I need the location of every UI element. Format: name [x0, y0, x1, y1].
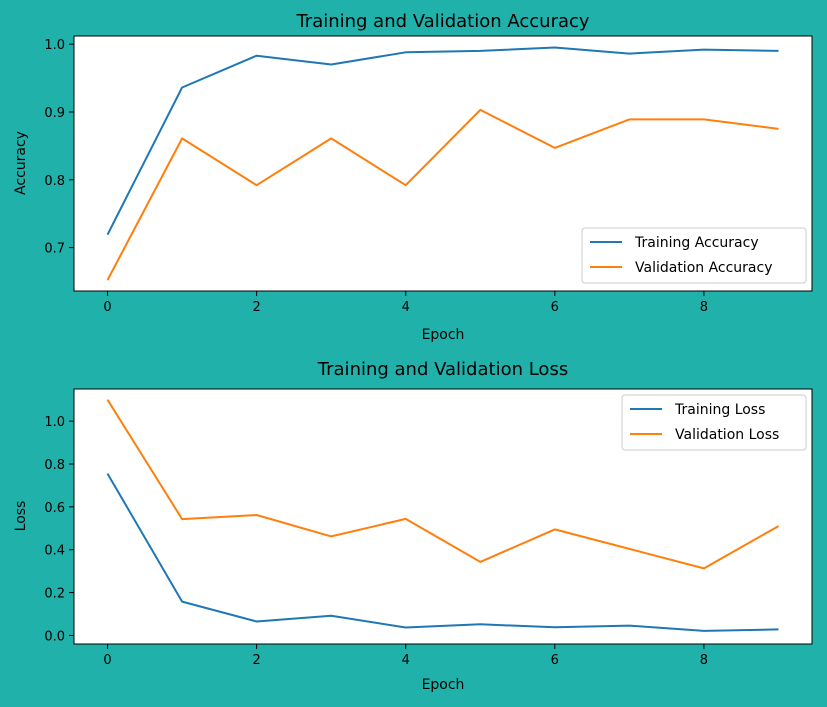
accuracy-x-tick-label: 0 — [103, 300, 111, 315]
accuracy-chart-title: Training and Validation Accuracy — [295, 11, 589, 32]
loss-x-tick-label: 4 — [402, 653, 410, 668]
loss-legend: Training Loss Validation Loss — [621, 394, 807, 451]
loss-x-tick-label: 6 — [551, 653, 559, 668]
accuracy-x-ticks: 0 2 4 6 8 — [103, 291, 708, 315]
loss-legend-box — [621, 394, 807, 451]
accuracy-panel: Training and Validation Accuracy Epoch A… — [13, 11, 813, 343]
loss-y-tick-label: 1.0 — [44, 415, 65, 430]
loss-y-axis-label: Loss — [13, 501, 29, 532]
accuracy-y-ticks: 0.7 0.8 0.9 1.0 — [44, 38, 74, 257]
loss-y-tick-label: 0.2 — [44, 587, 65, 602]
accuracy-x-tick-label: 6 — [551, 300, 559, 315]
accuracy-x-tick-label: 4 — [402, 300, 410, 315]
accuracy-x-tick-label: 2 — [252, 300, 260, 315]
training-loss-line — [106, 473, 779, 632]
loss-x-tick-label: 8 — [700, 653, 708, 668]
accuracy-y-axis-label: Accuracy — [13, 131, 29, 195]
training-accuracy-line — [106, 46, 779, 236]
loss-x-tick-label: 2 — [252, 653, 260, 668]
loss-y-tick-label: 0.0 — [44, 629, 65, 644]
loss-legend-label-training: Training Loss — [674, 402, 765, 418]
loss-series-lines — [106, 399, 779, 632]
accuracy-y-tick-label: 0.8 — [44, 174, 65, 189]
loss-chart-title: Training and Validation Loss — [317, 359, 568, 380]
loss-y-tick-label: 0.6 — [44, 501, 65, 516]
validation-loss-line — [106, 399, 779, 570]
accuracy-series-lines — [106, 46, 779, 281]
loss-y-tick-label: 0.4 — [44, 544, 65, 559]
accuracy-legend-box — [581, 227, 807, 284]
loss-legend-label-validation: Validation Loss — [675, 427, 779, 443]
accuracy-x-tick-label: 8 — [700, 300, 708, 315]
accuracy-y-tick-label: 1.0 — [44, 38, 65, 53]
accuracy-y-tick-label: 0.9 — [44, 106, 65, 121]
accuracy-legend: Training Accuracy Validation Accuracy — [581, 227, 807, 284]
loss-panel: Training and Validation Loss Epoch Loss … — [13, 359, 813, 693]
loss-x-axis-label: Epoch — [422, 677, 465, 693]
accuracy-legend-label-training: Training Accuracy — [634, 235, 759, 251]
accuracy-y-tick-label: 0.7 — [44, 242, 65, 257]
accuracy-legend-label-validation: Validation Accuracy — [635, 260, 773, 276]
validation-accuracy-line — [106, 108, 779, 281]
loss-y-tick-label: 0.8 — [44, 458, 65, 473]
loss-x-ticks: 0 2 4 6 8 — [103, 644, 708, 668]
accuracy-x-axis-label: Epoch — [422, 327, 465, 343]
loss-y-ticks: 0.0 0.2 0.4 0.6 0.8 1.0 — [44, 415, 74, 644]
loss-x-tick-label: 0 — [103, 653, 111, 668]
